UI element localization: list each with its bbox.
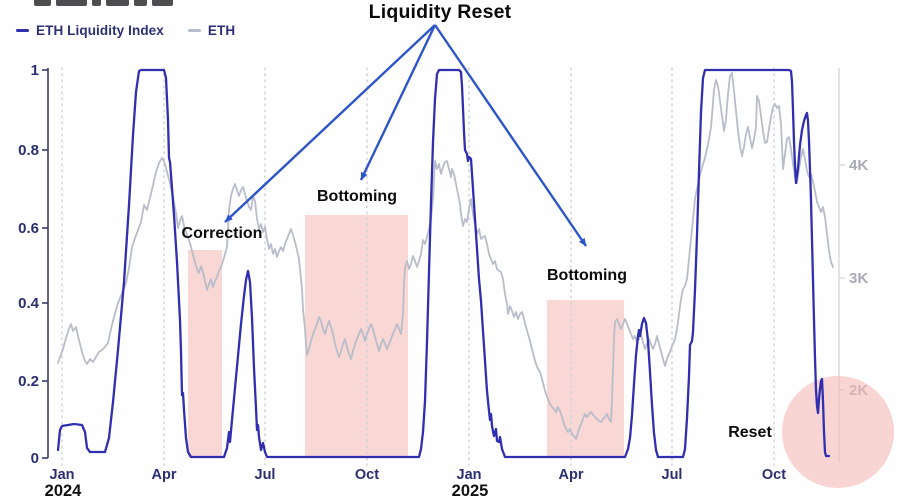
legend-item-liquidity-index: ETH Liquidity Index [16,23,164,38]
eth-price-line [57,72,834,440]
x-axis-month-label: Jan [457,467,482,483]
artifact-fragment [134,0,147,6]
liquidity-index-line [56,68,831,459]
artifact-fragment [92,0,101,6]
x-axis-month-label: Apr [152,467,177,483]
x-axis-year-label: 2025 [452,482,489,500]
y-axis-left-label: 0.2 [18,373,39,390]
cropped-text-artifact [34,0,173,6]
bottoming-band-1 [305,215,408,457]
legend-label-eth: ETH [207,23,236,38]
x-axis-month-label: Jul [255,467,276,483]
legend: ETH Liquidity Index ETH [16,23,235,38]
annotation-label: Bottoming [317,188,397,205]
x-axis-year-label: 2024 [45,482,83,500]
annotation-label: Reset [728,424,772,441]
x-axis-month-label: Oct [355,467,379,483]
y-axis-left-label: 0.8 [18,142,39,159]
y-axis-left-label: 0 [31,450,39,467]
annotation-arrow [224,24,436,223]
y-axis-right-label: 4K [849,157,868,174]
x-axis-month-label: Jul [662,467,683,483]
y-axis-left-label: 0.6 [18,220,39,237]
x-axis-month-label: Oct [762,467,786,483]
annotation-arrow [434,24,587,247]
artifact-fragment [34,0,51,6]
eth-line-swatch-icon [187,29,201,32]
x-axis-month-label: Apr [559,467,584,483]
x-axis-month-label: Jan [50,467,75,483]
annotation-arrow [359,24,437,181]
reset-circle [782,376,894,488]
artifact-fragment [106,0,129,6]
annotation-label: Bottoming [547,267,627,284]
liquidity-line-swatch-icon [16,29,29,32]
annotation-label: Correction [182,225,263,242]
bottoming-band-2 [547,300,624,457]
y-axis-left-label: 0.4 [18,295,40,312]
y-axis-right-label: 3K [849,270,868,287]
artifact-fragment [152,0,173,6]
legend-label-liquidity-index: ETH Liquidity Index [36,23,164,38]
legend-item-eth: ETH [187,23,236,38]
y-axis-left-label: 1 [31,62,39,79]
artifact-fragment [56,0,87,6]
chart-title: Liquidity Reset [368,1,512,23]
